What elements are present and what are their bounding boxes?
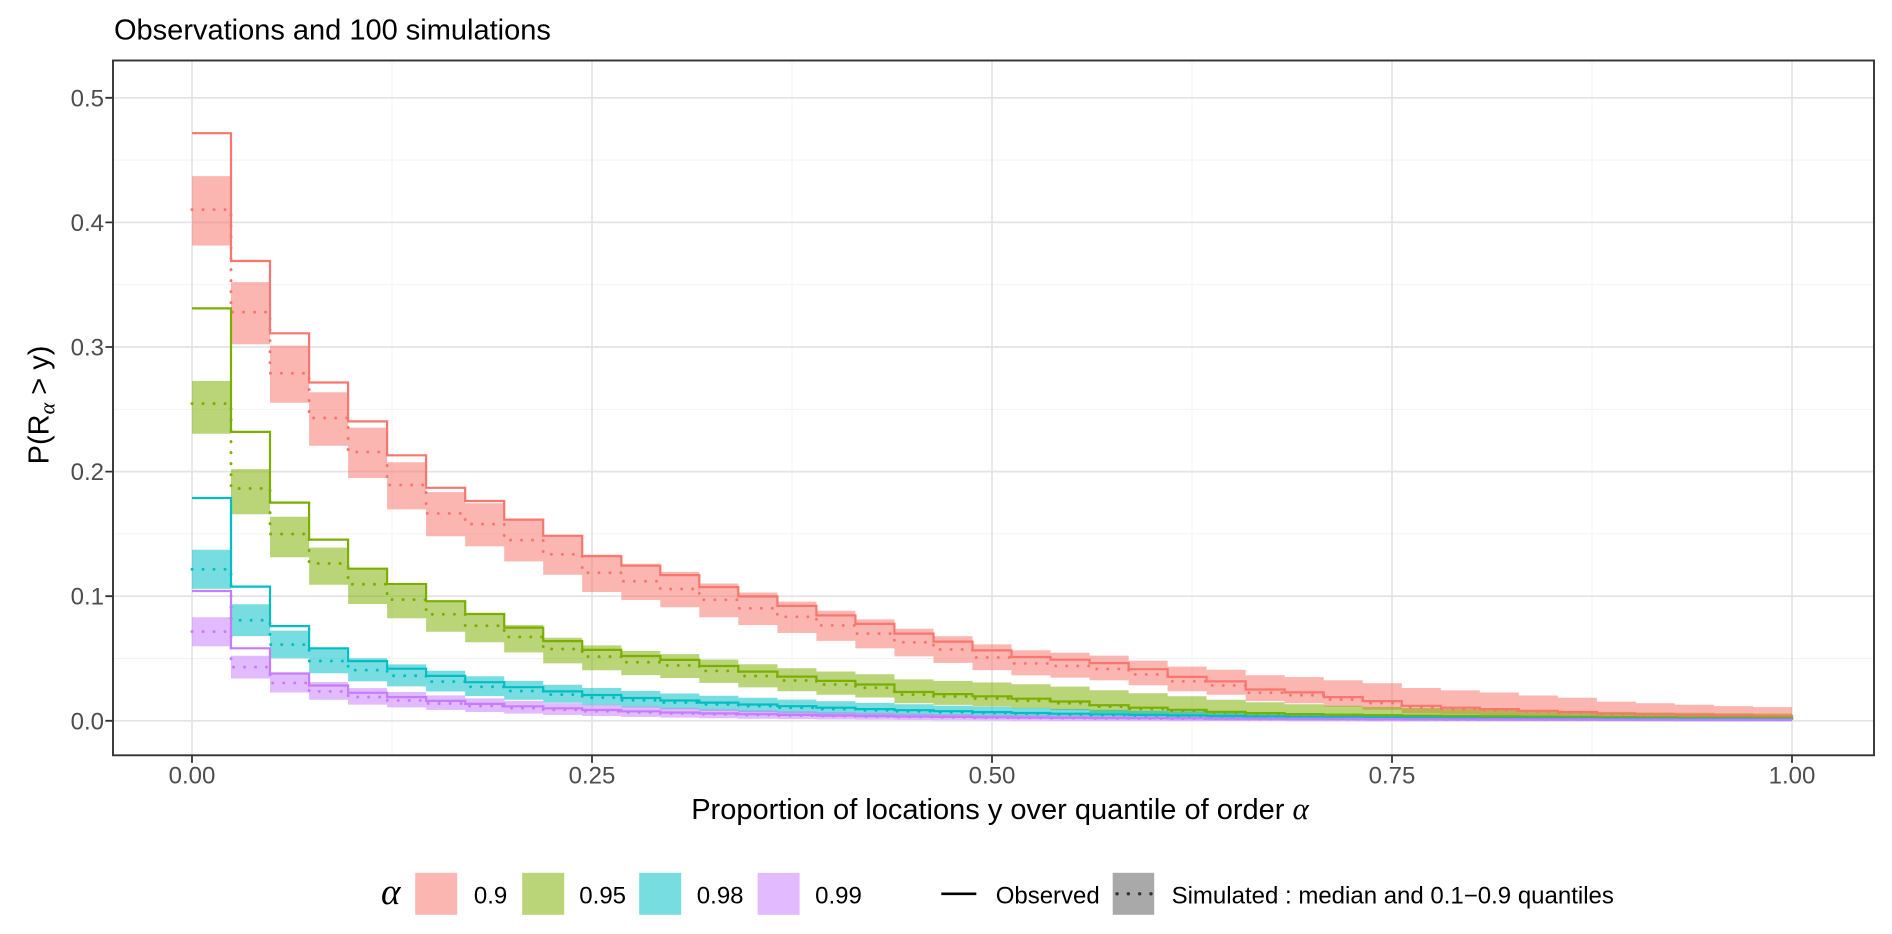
svg-text:Simulated : median and 0.1−0.9: Simulated : median and 0.1−0.9 quantiles [1172, 883, 1614, 910]
svg-text:0.5: 0.5 [71, 85, 104, 112]
svg-text:0.9: 0.9 [474, 883, 507, 910]
svg-text:0.4: 0.4 [71, 210, 104, 237]
svg-text:α: α [381, 872, 402, 913]
svg-text:0.0: 0.0 [71, 708, 104, 735]
svg-text:Observed: Observed [996, 883, 1100, 910]
svg-text:Proportion of locations y over: Proportion of locations y over quantile … [691, 791, 1309, 826]
svg-text:0.95: 0.95 [579, 883, 626, 910]
svg-text:Observations and 100 simulatio: Observations and 100 simulations [114, 15, 551, 47]
svg-text:1.00: 1.00 [1769, 763, 1816, 790]
svg-text:P(Rα > y): P(Rα > y) [24, 346, 60, 465]
svg-text:0.50: 0.50 [969, 763, 1016, 790]
svg-text:0.25: 0.25 [569, 763, 616, 790]
svg-text:0.00: 0.00 [169, 763, 216, 790]
svg-text:0.99: 0.99 [815, 883, 862, 910]
svg-text:0.75: 0.75 [1369, 763, 1416, 790]
svg-text:0.2: 0.2 [71, 459, 104, 486]
svg-text:0.1: 0.1 [71, 584, 104, 611]
svg-text:0.3: 0.3 [71, 335, 104, 362]
svg-text:0.98: 0.98 [697, 883, 744, 910]
